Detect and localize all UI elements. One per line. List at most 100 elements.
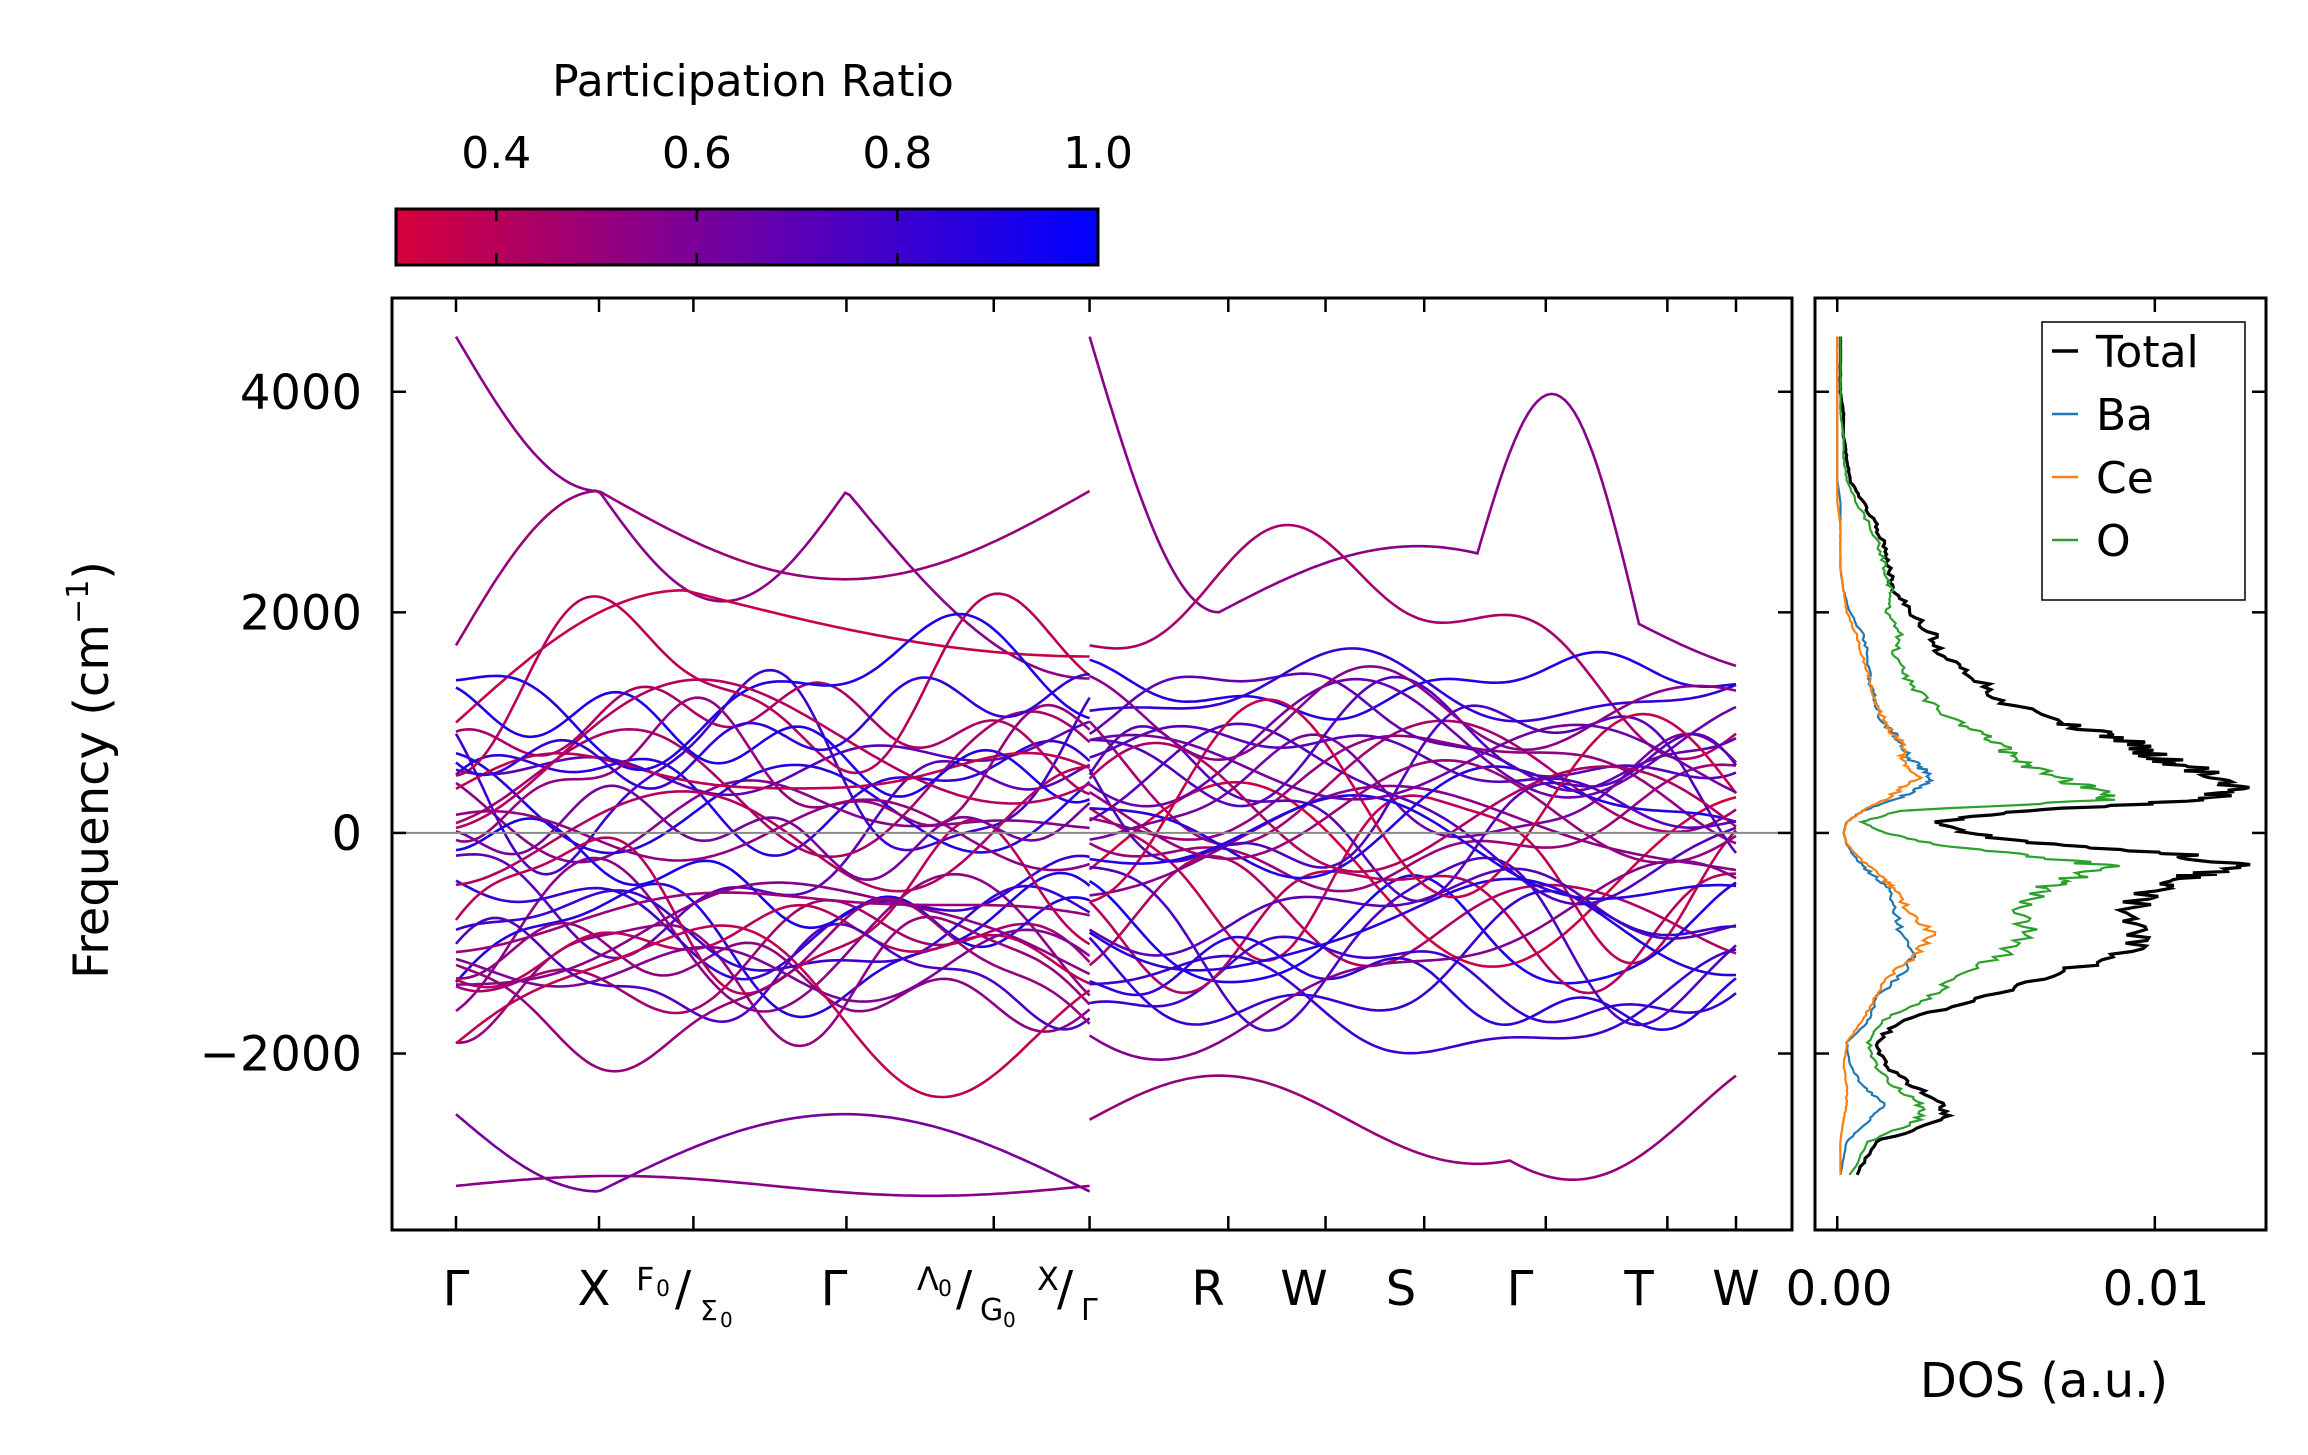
band-line bbox=[1089, 935, 1737, 1024]
band-line bbox=[455, 720, 1091, 797]
band-line bbox=[454, 335, 1090, 680]
band-line bbox=[1088, 781, 1737, 968]
band-line bbox=[455, 592, 1091, 777]
band-axes-frame bbox=[390, 296, 1794, 1232]
band-line bbox=[1088, 672, 1737, 792]
gamma-small: Γ bbox=[1081, 1293, 1098, 1328]
band-line bbox=[455, 924, 1091, 1099]
xtick-label-lambda0-g0: Λ 0 / G 0 bbox=[917, 1260, 1016, 1332]
slash-2: / bbox=[956, 1261, 973, 1317]
band-line bbox=[1088, 1074, 1737, 1181]
ytick-label: −2000 bbox=[200, 1027, 362, 1083]
sigma-sub: 0 bbox=[720, 1308, 733, 1332]
band-line bbox=[1088, 741, 1737, 874]
dos-x-axis-label: DOS (a.u.) bbox=[1920, 1353, 2168, 1409]
band-lines bbox=[454, 298, 1738, 1230]
band-line bbox=[1089, 724, 1737, 830]
band-line bbox=[455, 897, 1091, 1073]
band-line bbox=[1089, 647, 1737, 723]
band-line bbox=[455, 739, 1091, 857]
dos-line-ba bbox=[1836, 336, 1935, 1176]
band-line bbox=[1089, 856, 1737, 1032]
xtick-label-gamma-3: Γ bbox=[1507, 1261, 1534, 1317]
ytick-label: 4000 bbox=[240, 365, 362, 421]
band-line bbox=[1089, 665, 1737, 762]
dos-xtick-1: 0.01 bbox=[2103, 1261, 2210, 1317]
band-line bbox=[455, 588, 1090, 724]
colorbar-ticks: 0.4 0.6 0.8 1.0 bbox=[461, 128, 1133, 265]
xtick-label-x-gamma: X / Γ bbox=[1037, 1260, 1098, 1328]
legend-label-ce: Ce bbox=[2096, 453, 2154, 504]
colorbar-tick-label: 0.6 bbox=[662, 128, 732, 179]
lambda-main: Λ bbox=[917, 1260, 939, 1298]
band-line bbox=[455, 798, 1091, 872]
colorbar-tick-label: 1.0 bbox=[1063, 128, 1133, 179]
legend-label-total: Total bbox=[2095, 327, 2199, 378]
band-line bbox=[1088, 854, 1737, 968]
band-line bbox=[1088, 889, 1736, 1026]
band-line bbox=[1089, 650, 1737, 721]
dos-lines bbox=[1836, 336, 2251, 1176]
f0-sub: 0 bbox=[656, 1277, 670, 1302]
band-line bbox=[455, 681, 1091, 796]
band-structure-panel: 4000 2000 0 −2000 Γ X F 0 / Σ 0 Γ Λ 0 / G 0… bbox=[61, 296, 1794, 1332]
band-line bbox=[1089, 523, 1737, 761]
slash-3: / bbox=[1057, 1261, 1074, 1317]
legend-label-ba: Ba bbox=[2096, 390, 2153, 441]
band-line bbox=[1088, 859, 1737, 1062]
band-line bbox=[455, 856, 1091, 1013]
g-sub: 0 bbox=[1003, 1308, 1016, 1332]
band-line bbox=[454, 668, 1091, 876]
x-axis-ticks bbox=[454, 298, 1738, 1230]
ylabel-base: Frequency (cm bbox=[64, 624, 120, 979]
colorbar-tick-label: 0.8 bbox=[862, 128, 932, 179]
xtick-label-w-1: W bbox=[1280, 1261, 1327, 1317]
xtick-label-gamma-1: Γ bbox=[443, 1261, 470, 1317]
band-line bbox=[1089, 723, 1737, 801]
band-line bbox=[455, 672, 1090, 790]
band-line bbox=[1088, 758, 1737, 865]
dos-xtick-0: 0.00 bbox=[1786, 1261, 1893, 1317]
band-line bbox=[455, 928, 1091, 1003]
x-tick-labels: Γ X F 0 / Σ 0 Γ Λ 0 / G 0 X / Γ R bbox=[443, 1260, 1760, 1332]
band-line bbox=[455, 921, 1091, 1033]
xtick-label-gamma-2: Γ bbox=[821, 1261, 848, 1317]
colorbar: Participation Ratio 0.4 0.6 0.8 1.0 bbox=[394, 56, 1133, 267]
lambda-sub: 0 bbox=[938, 1277, 952, 1302]
slash-1: / bbox=[675, 1261, 692, 1317]
band-line bbox=[455, 765, 1090, 893]
band-line bbox=[455, 884, 1091, 972]
band-line bbox=[1089, 698, 1738, 903]
ylabel-close: ) bbox=[64, 561, 120, 580]
band-line bbox=[1089, 948, 1737, 1055]
f0-main: F bbox=[636, 1260, 654, 1298]
xtick-label-x-1: X bbox=[578, 1261, 611, 1317]
dos-panel: 0.00 0.01 DOS (a.u.) Total Ba Ce O bbox=[1786, 296, 2268, 1409]
colorbar-label: Participation Ratio bbox=[552, 56, 954, 107]
dos-axes-frame bbox=[1813, 296, 2268, 1232]
ytick-label: 0 bbox=[331, 806, 362, 862]
band-line bbox=[455, 696, 1091, 843]
band-line bbox=[455, 1174, 1090, 1198]
band-line bbox=[1088, 336, 1737, 668]
band-line bbox=[1088, 722, 1737, 906]
band-line bbox=[1088, 763, 1737, 893]
band-line bbox=[1088, 877, 1737, 977]
xtick-label-w-2: W bbox=[1712, 1261, 1759, 1317]
dos-legend: Total Ba Ce O bbox=[2041, 321, 2246, 601]
band-line bbox=[455, 686, 1091, 804]
ytick-label: 2000 bbox=[240, 585, 362, 641]
band-line bbox=[455, 881, 1091, 986]
xtick-label-t: T bbox=[1623, 1261, 1654, 1317]
dos-axis-ticks bbox=[1815, 298, 2266, 1230]
xtick-label-f0-sigma0: F 0 / Σ 0 bbox=[636, 1260, 733, 1332]
ylabel-exp: −1 bbox=[61, 580, 96, 624]
band-line bbox=[455, 784, 1091, 882]
dos-line-ce bbox=[1836, 336, 1937, 1175]
xtick-label-s: S bbox=[1386, 1261, 1416, 1317]
band-line bbox=[454, 489, 1091, 647]
g-main: G bbox=[980, 1293, 1003, 1328]
y-axis-ticks: 4000 2000 0 −2000 bbox=[200, 365, 1792, 1083]
dos-line-o bbox=[1839, 336, 2120, 1176]
